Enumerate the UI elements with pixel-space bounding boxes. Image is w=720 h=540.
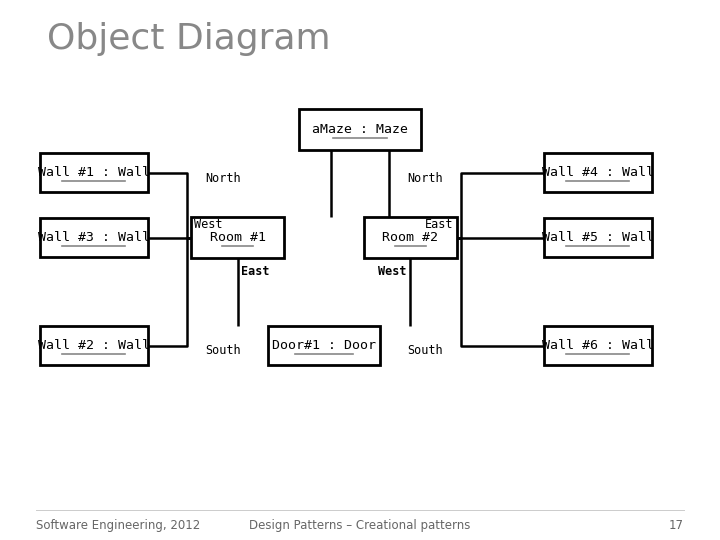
Text: West: West: [194, 218, 223, 231]
FancyBboxPatch shape: [299, 109, 421, 150]
FancyBboxPatch shape: [364, 217, 457, 258]
Text: North: North: [408, 172, 443, 185]
Text: Software Engineering, 2012: Software Engineering, 2012: [36, 519, 200, 532]
Text: North: North: [205, 172, 240, 185]
Text: Wall #6 : Wall: Wall #6 : Wall: [541, 339, 654, 352]
Text: 17: 17: [669, 519, 684, 532]
Text: Wall #3 : Wall: Wall #3 : Wall: [37, 231, 150, 244]
Text: Door#1 : Door: Door#1 : Door: [272, 339, 376, 352]
Text: Wall #1 : Wall: Wall #1 : Wall: [37, 166, 150, 179]
Text: Wall #2 : Wall: Wall #2 : Wall: [37, 339, 150, 352]
FancyBboxPatch shape: [544, 326, 652, 365]
Text: East: East: [241, 265, 270, 278]
Text: Room #1: Room #1: [210, 231, 266, 244]
Text: Object Diagram: Object Diagram: [47, 22, 330, 56]
Text: Room #2: Room #2: [382, 231, 438, 244]
FancyBboxPatch shape: [544, 218, 652, 257]
Text: West: West: [378, 265, 407, 278]
Text: Design Patterns – Creational patterns: Design Patterns – Creational patterns: [249, 519, 471, 532]
Text: South: South: [408, 345, 443, 357]
Text: Wall #5 : Wall: Wall #5 : Wall: [541, 231, 654, 244]
FancyBboxPatch shape: [40, 326, 148, 365]
Text: South: South: [205, 345, 240, 357]
Text: Wall #4 : Wall: Wall #4 : Wall: [541, 166, 654, 179]
FancyBboxPatch shape: [268, 326, 380, 365]
FancyBboxPatch shape: [40, 153, 148, 192]
FancyBboxPatch shape: [40, 218, 148, 257]
FancyBboxPatch shape: [191, 217, 284, 258]
Text: aMaze : Maze: aMaze : Maze: [312, 123, 408, 136]
FancyBboxPatch shape: [544, 153, 652, 192]
Text: East: East: [425, 218, 454, 231]
